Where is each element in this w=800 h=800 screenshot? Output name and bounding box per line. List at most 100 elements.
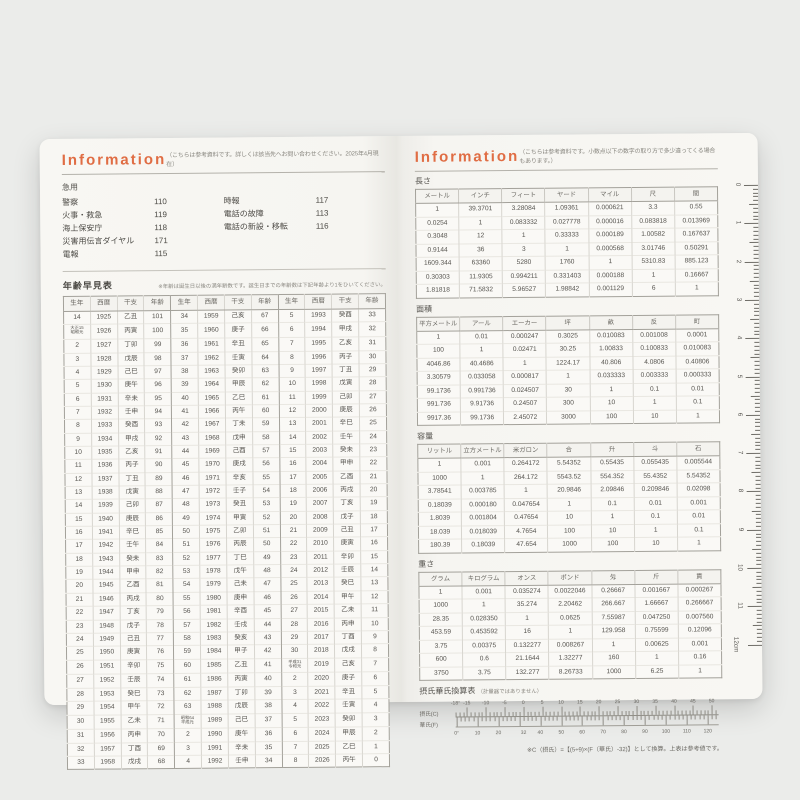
temperature-chart-subnote: （計量器ではありません） [477, 688, 543, 696]
age-table-cell: 乙巳 [225, 391, 253, 406]
ruler-tick [745, 338, 760, 340]
fahrenheit-tick [678, 715, 680, 720]
celsius-tick [651, 710, 653, 715]
fahrenheit-tick [515, 717, 517, 722]
conversion-column-header: 石 [676, 441, 720, 457]
fahrenheit-tick [623, 716, 625, 726]
age-table-cell: 甲戌 [118, 432, 146, 446]
conversion-cell: 0.02471 [503, 343, 547, 358]
age-table-cell: 26 [66, 659, 94, 675]
age-table-cell: 壬申 [228, 754, 256, 769]
age-table-cell: 26 [280, 591, 308, 605]
conversion-cell: 3.3 [631, 201, 675, 215]
right-page-header: Information （こちらは参考資料です。小数点以下の数字の取り方で多少違… [414, 145, 718, 172]
age-table-cell: 37 [254, 713, 282, 729]
conversion-cell: 18.039 [418, 525, 462, 540]
conversion-cell: 0.001804 [461, 511, 505, 526]
age-table-cell: 38 [171, 365, 199, 379]
age-table-cell: 4 [281, 699, 309, 714]
age-table-cell: 6 [278, 322, 306, 338]
ruler-tick [752, 188, 759, 190]
conversion-cell: 1 [415, 202, 459, 217]
ruler-tick [755, 533, 762, 535]
age-table-cell: 63 [251, 364, 279, 379]
age-table-cell: 戊戌 [334, 644, 362, 658]
conversion-cell: 0.047250 [634, 610, 679, 625]
age-table-cell: 70 [147, 728, 175, 743]
ruler-tick [754, 437, 761, 439]
age-table-cell: 1981 [200, 605, 228, 619]
age-table-cell: 17 [279, 471, 307, 485]
phone-entry-label: 時報 [223, 196, 240, 206]
conversion-cell: 12 [458, 229, 503, 244]
conversion-table-title: 容量 [417, 431, 434, 441]
temperature-formula-note: ※C（摂氏）=【(5÷9)×(F（華氏）-32)】として換算。上表は参考値です。 [526, 746, 723, 754]
age-table-cell: 1945 [92, 579, 120, 594]
age-table-cell: 1990 [201, 728, 229, 743]
fahrenheit-tick [590, 716, 592, 721]
conversion-cell: 3000 [546, 410, 591, 425]
age-table-cell: 94 [144, 405, 172, 420]
conversion-table: リットル 立方メートル 米ガロン合升斗石 1 0.001 0.264172 5.54352 0… [417, 441, 722, 554]
conversion-column-header: エーカー [502, 315, 547, 331]
celsius-tick [466, 707, 468, 717]
conversion-cell: 0.000817 [503, 370, 547, 385]
age-table-cell: 丁亥 [119, 605, 147, 620]
celsius-tick [594, 711, 596, 716]
emergency-section-title: 急用 [61, 182, 79, 192]
ruler-number: 7 [737, 450, 745, 455]
age-table-cell: 乙卯 [226, 524, 254, 539]
fahrenheit-tick-label: 20 [495, 730, 502, 737]
age-table-cell: 癸酉 [331, 308, 359, 323]
conversion-column-header: 斗 [633, 442, 677, 457]
age-table-cell: 甲午 [120, 700, 148, 715]
age-table-cell: 1932 [91, 405, 119, 420]
age-table-cell: 1985 [200, 658, 228, 674]
conversion-column-header: アール [459, 316, 504, 331]
age-table-cell: 18 [360, 510, 388, 524]
age-table-cell: 1934 [91, 432, 119, 447]
celsius-tick [527, 711, 529, 716]
ruler-tick [744, 299, 759, 301]
celsius-tick [636, 705, 638, 715]
fahrenheit-tick [561, 716, 563, 726]
age-table-cell: 24 [66, 633, 94, 647]
age-table-cell: 壬午 [119, 539, 147, 553]
conversion-cell: 1 [635, 651, 679, 665]
age-table-cell: 1943 [92, 552, 120, 567]
conversion-cell: 5.54352 [676, 469, 721, 484]
conversion-column-header: フィート [501, 188, 546, 203]
conversion-cell: 1 [675, 281, 719, 296]
fahrenheit-tick [665, 715, 667, 725]
age-table-cell: 51 [253, 524, 281, 539]
ruler-tick [753, 341, 760, 343]
conversion-cell: 0.000568 [588, 241, 632, 256]
conversion-cell: 0.033058 [460, 370, 504, 385]
phone-entry-number: 110 [154, 197, 167, 207]
conversion-cell: 55.4352 [633, 469, 677, 484]
ruler-tick [750, 395, 760, 397]
conversion-column-header: ポンド [548, 570, 592, 585]
age-table-cell: 10 [278, 377, 306, 392]
celsius-tick [538, 711, 540, 716]
era-change-label: 平成31 令和元 [288, 659, 302, 669]
ruler-number: 12cm [732, 636, 740, 653]
ruler-tick [752, 200, 759, 202]
age-table-cell: 50 [172, 525, 200, 539]
fahrenheit-tick-label: 80 [621, 729, 627, 736]
age-table-cell: 14 [65, 499, 93, 514]
conversion-cell: 10 [590, 523, 635, 538]
age-column-header: 生年 [278, 294, 305, 310]
fahrenheit-tick [477, 717, 479, 727]
conversion-cell: 0.167637 [674, 227, 718, 242]
fahrenheit-tick [489, 717, 491, 722]
celsius-tick-label: -15 [463, 700, 471, 707]
celsius-tick-label: 15 [577, 699, 583, 706]
age-table-cell: 22 [359, 457, 387, 471]
age-table-cell: 20 [65, 579, 93, 594]
age-table-cell: 乙丑 [117, 310, 145, 325]
age-table-cell: 42 [254, 644, 282, 659]
age-table-cell: 庚寅 [333, 537, 361, 551]
ruler-tick [755, 575, 762, 577]
age-table-cell: 28 [280, 617, 308, 632]
